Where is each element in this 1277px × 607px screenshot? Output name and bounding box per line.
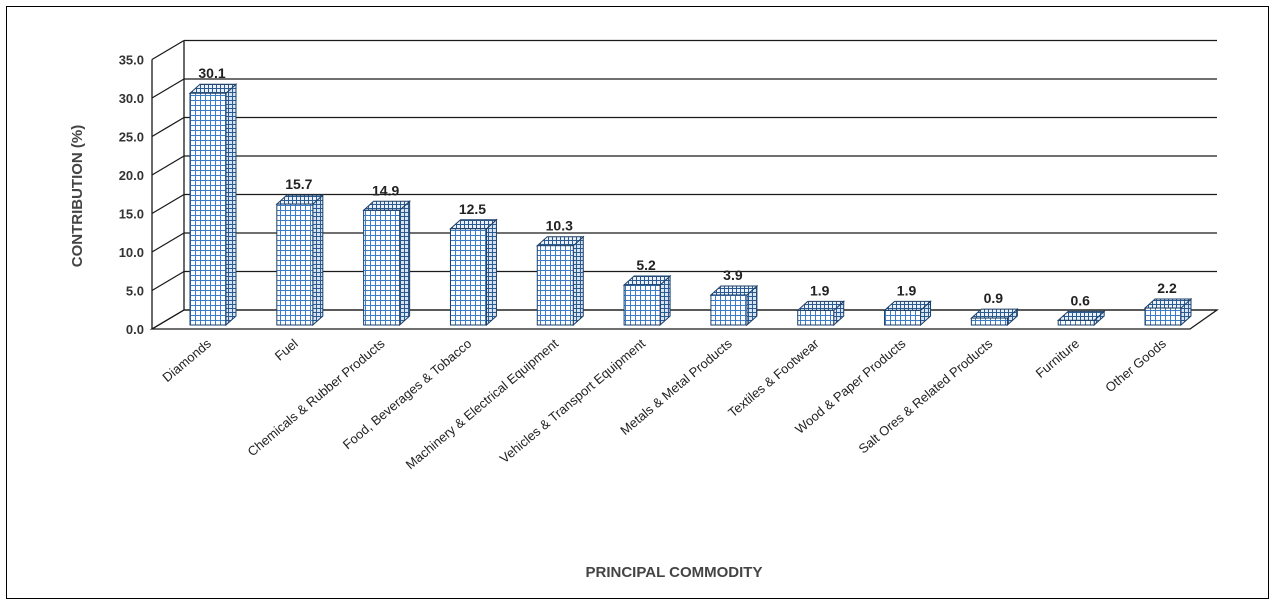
bar xyxy=(189,92,227,326)
data-label: 5.2 xyxy=(636,257,656,273)
bar-side xyxy=(312,193,324,327)
y-tick-label: 0.0 xyxy=(126,322,144,337)
bars: 30.1 15.7 14.9 12.5 10.3 5.2 3.9 1.9 1.9 0.9 0.6 2.… xyxy=(188,65,1193,327)
gridline-wall-7 xyxy=(151,39,185,61)
bar-group: 15.7 xyxy=(275,176,325,327)
x-tick-label: Textiles & Footwear xyxy=(725,335,822,420)
y-axis-ticks: 0.0 5.0 10.0 15.0 20.0 25.0 30.0 35.0 xyxy=(119,53,144,338)
data-label: 14.9 xyxy=(372,182,399,198)
x-tick-label: Furniture xyxy=(1033,336,1083,381)
x-tick-label: Vehicles & Transport Equipment xyxy=(497,336,649,467)
gridline-wall-2 xyxy=(151,232,185,253)
bar xyxy=(970,317,1008,326)
data-label: 10.3 xyxy=(546,218,573,234)
bar-group: 3.9 xyxy=(709,267,759,327)
bar-group: 12.5 xyxy=(449,201,498,327)
bar-group: 30.1 xyxy=(188,65,238,327)
bar-group: 0.9 xyxy=(970,290,1019,327)
gridline-wall-6 xyxy=(151,78,185,99)
data-label: 30.1 xyxy=(198,65,225,81)
y-tick-label: 20.0 xyxy=(119,168,144,183)
x-axis-title: PRINCIPAL COMMODITY xyxy=(586,564,763,581)
bar-group: 1.9 xyxy=(883,282,932,327)
x-tick-label: Diamonds xyxy=(159,335,214,384)
x-tick-label: Chemicals & Rubber Products xyxy=(245,335,388,459)
x-tick-label: Other Goods xyxy=(1102,335,1169,395)
bar xyxy=(363,209,401,326)
bar xyxy=(536,245,574,326)
y-tick-label: 30.0 xyxy=(119,91,144,106)
data-label: 1.9 xyxy=(897,282,917,298)
data-label: 15.7 xyxy=(285,176,312,192)
plot-grid xyxy=(149,39,1220,330)
bar-side xyxy=(225,83,237,327)
bar-group: 1.9 xyxy=(796,282,846,327)
data-label: 0.9 xyxy=(984,290,1004,306)
data-label: 1.9 xyxy=(810,282,830,298)
gridline-wall-1 xyxy=(151,270,185,292)
gridline-wall-3 xyxy=(151,193,185,215)
bar-side xyxy=(572,235,584,327)
bar-group: 0.6 xyxy=(1056,292,1106,327)
bar-group: 5.2 xyxy=(622,257,672,327)
x-tick-label: Fuel xyxy=(272,336,301,364)
y-tick-label: 10.0 xyxy=(119,245,144,260)
data-label: 12.5 xyxy=(459,201,486,217)
gridline-wall-5 xyxy=(151,116,185,138)
bar xyxy=(449,228,487,326)
bar xyxy=(1144,307,1182,326)
y-tick-label: 25.0 xyxy=(119,130,144,145)
bar-group: 2.2 xyxy=(1143,280,1193,327)
data-label: 0.6 xyxy=(1070,292,1090,308)
bar xyxy=(710,294,748,326)
bar xyxy=(1057,319,1095,326)
data-label: 2.2 xyxy=(1157,280,1177,296)
data-label: 3.9 xyxy=(723,267,743,283)
bar-group: 14.9 xyxy=(362,182,411,327)
bar-group: 10.3 xyxy=(535,218,585,327)
y-tick-label: 15.0 xyxy=(119,207,144,222)
gridline-wall-4 xyxy=(151,155,185,176)
y-tick-label: 35.0 xyxy=(119,53,144,68)
bar xyxy=(276,203,314,326)
bar-side xyxy=(485,218,497,327)
bar xyxy=(623,284,661,326)
y-axis-title: CONTRIBUTION (%) xyxy=(69,125,86,268)
floor xyxy=(149,309,1220,330)
bar xyxy=(797,309,835,326)
y-tick-label: 5.0 xyxy=(126,284,144,299)
bar xyxy=(884,309,922,326)
x-tick-label: Machinery & Electrical Equipment xyxy=(403,336,562,473)
bar-side xyxy=(399,200,411,327)
